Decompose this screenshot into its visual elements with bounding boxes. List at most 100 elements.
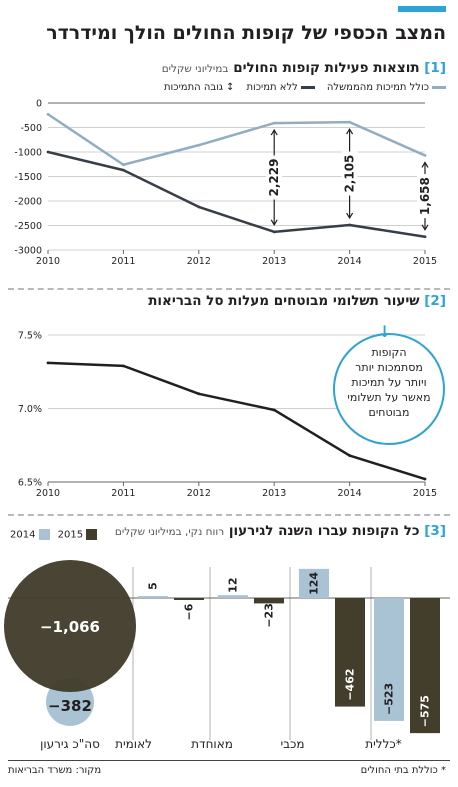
bar-value-label: −462 (344, 668, 357, 700)
arrow-down-icon (421, 224, 429, 231)
data-point (423, 154, 427, 157)
x-tick-label: 2012 (187, 488, 211, 499)
support-gap-label: 2,229 (267, 158, 281, 196)
annotation-line: מבוטחים (368, 406, 410, 419)
section1-header: [1] תוצאות פעילות קופות החולים במיליוני … (162, 60, 446, 76)
section1-number: [1] (424, 60, 446, 76)
data-point (122, 163, 125, 167)
chart3-svg: −523 −575 כללית* 124 −462 מכבי 12 −23 מאוחדת 5 −6 ל… (4, 560, 450, 751)
legend-label-support-height: גובה התמיכות (163, 82, 224, 93)
legend-label-2015: 2015 (57, 529, 84, 541)
x-tick-label: 2014 (338, 488, 362, 499)
data-point (272, 408, 276, 412)
page-title: המצב הכספי של קופות החולים הולך ומידרדר (46, 22, 446, 44)
legend-item-without-support: ללא תמיכות (246, 82, 315, 93)
x-tick-label: 2015 (413, 256, 437, 267)
y-tick-label: -2000 (14, 197, 42, 208)
data-point (423, 477, 427, 481)
bar-value-label: −575 (419, 695, 432, 727)
bar-2014 (374, 598, 404, 721)
x-tick-label: 2012 (187, 256, 211, 267)
y-tick-label: -3000 (14, 246, 42, 257)
chart2-svg: 6.5% 7.0% 7.5% 2010 2011 2012 2013 2014 2015 (18, 331, 437, 500)
category-label: כללית* (365, 737, 402, 751)
bar-2014 (299, 568, 329, 598)
footer-source: מקור: משרד הבריאות (8, 765, 102, 776)
support-gap-label: 2,105 (343, 155, 357, 193)
annotation-line: מסתמכות יותר (355, 361, 423, 374)
data-point (197, 143, 201, 147)
legend-item-2014: 2014 (10, 529, 50, 541)
section1-title: תוצאות פעילות קופות החולים (233, 60, 420, 76)
legend-label-with-support: כולל תמיכות מהממשלה (326, 82, 429, 93)
data-point (46, 150, 50, 154)
section3-header: [3] כל הקופות עברו השנה לגירעון רווח נקי… (115, 523, 446, 539)
annotation-line: הקופות (371, 346, 407, 359)
data-point (348, 120, 351, 124)
section3-subtitle: רווח נקי, במיליוני שקלים (114, 526, 225, 538)
footer-rule (8, 760, 450, 761)
x-tick-label: 2015 (413, 488, 437, 499)
data-point (348, 223, 351, 227)
section2-header: [2] שיעור תשלומי מבוטחים מעלות סל הבריאו… (148, 293, 446, 309)
y-tick-label: 7.0% (18, 404, 42, 415)
data-point (348, 454, 351, 457)
annotation-circle (333, 333, 445, 445)
bar-2015 (254, 598, 284, 604)
section2-title: שיעור תשלומי מבוטחים מעלות סל הבריאות (148, 293, 420, 309)
label-bg (341, 151, 358, 196)
x-tick-label: 2010 (36, 256, 60, 267)
data-point (197, 205, 201, 209)
series-line (47, 150, 426, 239)
y-tick-label: -1500 (14, 172, 42, 183)
section1-subtitle: במיליוני שקלים (161, 63, 229, 75)
data-point (272, 230, 276, 234)
data-point (197, 392, 201, 396)
section3-number: [3] (424, 523, 446, 539)
section3-legend: 2014 2015 (10, 529, 98, 541)
y-tick-label: 6.5% (18, 478, 42, 489)
x-tick-label: 2013 (262, 488, 286, 499)
y-tick-label: -2500 (14, 221, 42, 232)
total-circle-2015 (4, 560, 136, 692)
section2-number: [2] (424, 293, 446, 309)
double-arrow-icon: ↕ (226, 82, 235, 93)
x-tick-label: 2011 (111, 488, 135, 499)
bar-value-label: −6 (183, 603, 196, 620)
total-value-2014: −382 (48, 697, 92, 715)
series-line (47, 361, 426, 481)
data-point (46, 112, 50, 116)
x-tick-label: 2011 (111, 256, 135, 267)
bar-2015 (410, 598, 440, 734)
arrow-up-icon (346, 127, 354, 135)
bar-value-label: 124 (308, 572, 321, 595)
legend-swatch-2014 (38, 529, 50, 540)
x-tick-label: 2014 (338, 256, 362, 267)
category-label: לאומית (115, 737, 152, 751)
y-tick-label: 0 (36, 99, 42, 110)
bar-value-label: −523 (383, 683, 396, 715)
legend-item-2015: 2015 (58, 529, 98, 541)
label-bg (417, 174, 433, 219)
legend-label-2014: 2014 (10, 529, 36, 541)
category-label: מאוחדת (191, 737, 233, 751)
arrow-down-icon (270, 219, 278, 227)
bar-2014 (138, 596, 168, 598)
annotation-text: הקופות מסתמכות יותר ויותר על תמיכות מאשר… (337, 345, 441, 420)
legend-item-support-height: ↕גובה התמיכות (164, 82, 234, 93)
divider (8, 514, 450, 516)
data-point (122, 364, 125, 368)
x-tick-label: 2010 (36, 488, 60, 499)
data-point (122, 168, 125, 172)
total-value-2015: −1,066 (40, 618, 100, 636)
y-tick-label: -1000 (14, 148, 42, 159)
category-label: סה"כ גירעון (40, 737, 100, 751)
legend-swatch-dark (300, 85, 315, 89)
label-bg (266, 155, 283, 200)
legend-swatch-2015 (86, 529, 98, 540)
data-point (423, 235, 427, 239)
series-line (47, 113, 426, 166)
bar-value-label: 5 (147, 582, 160, 590)
support-gap-label: 1,658 (418, 177, 432, 215)
